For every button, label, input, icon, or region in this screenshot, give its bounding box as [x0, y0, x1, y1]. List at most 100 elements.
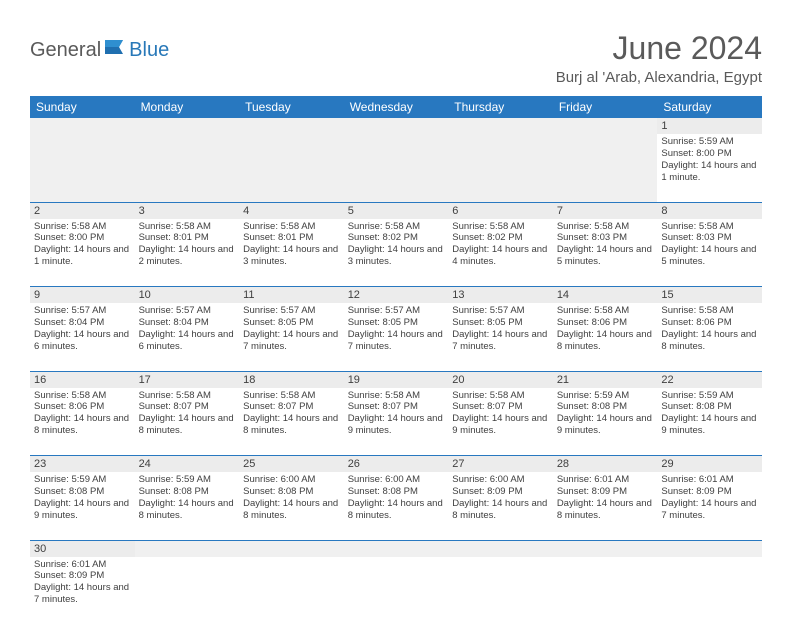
daylight-text: Daylight: 14 hours and 6 minutes. — [34, 329, 131, 353]
calendar-week-row: Sunrise: 5:59 AMSunset: 8:08 PMDaylight:… — [30, 472, 762, 540]
day-number-cell: 1 — [657, 118, 762, 134]
calendar-week-row: Sunrise: 5:58 AMSunset: 8:06 PMDaylight:… — [30, 388, 762, 456]
sunset-text: Sunset: 8:08 PM — [557, 401, 654, 413]
calendar-cell — [239, 134, 344, 202]
sunset-text: Sunset: 8:01 PM — [139, 232, 236, 244]
day-number-cell: 19 — [344, 371, 449, 388]
calendar-cell: Sunrise: 5:57 AMSunset: 8:05 PMDaylight:… — [448, 303, 553, 371]
daylight-text: Daylight: 14 hours and 3 minutes. — [243, 244, 340, 268]
calendar-cell — [135, 557, 240, 625]
daylight-text: Daylight: 14 hours and 1 minute. — [661, 160, 758, 184]
sunrise-text: Sunrise: 5:58 AM — [661, 221, 758, 233]
daylight-text: Daylight: 14 hours and 7 minutes. — [661, 498, 758, 522]
day-number-cell: 16 — [30, 371, 135, 388]
sunrise-text: Sunrise: 5:59 AM — [557, 390, 654, 402]
daylight-text: Daylight: 14 hours and 1 minute. — [34, 244, 131, 268]
daylight-text: Daylight: 14 hours and 7 minutes. — [243, 329, 340, 353]
calendar-week-row: Sunrise: 5:59 AMSunset: 8:00 PMDaylight:… — [30, 134, 762, 202]
day-number-cell: 20 — [448, 371, 553, 388]
daylight-text: Daylight: 14 hours and 8 minutes. — [557, 498, 654, 522]
daylight-text: Daylight: 14 hours and 9 minutes. — [452, 413, 549, 437]
sunset-text: Sunset: 8:09 PM — [661, 486, 758, 498]
sunset-text: Sunset: 8:00 PM — [34, 232, 131, 244]
daylight-text: Daylight: 14 hours and 8 minutes. — [34, 413, 131, 437]
sunset-text: Sunset: 8:07 PM — [348, 401, 445, 413]
sunrise-text: Sunrise: 5:58 AM — [139, 390, 236, 402]
logo-text-general: General — [30, 39, 101, 62]
day-number-cell: 3 — [135, 202, 240, 219]
sunrise-text: Sunrise: 5:59 AM — [661, 390, 758, 402]
calendar-cell: Sunrise: 6:00 AMSunset: 8:08 PMDaylight:… — [344, 472, 449, 540]
calendar-cell — [239, 557, 344, 625]
calendar-cell: Sunrise: 5:59 AMSunset: 8:08 PMDaylight:… — [657, 388, 762, 456]
calendar-cell — [30, 134, 135, 202]
sunrise-text: Sunrise: 5:57 AM — [34, 305, 131, 317]
daylight-text: Daylight: 14 hours and 8 minutes. — [139, 498, 236, 522]
sunrise-text: Sunrise: 5:58 AM — [557, 305, 654, 317]
calendar-cell: Sunrise: 6:01 AMSunset: 8:09 PMDaylight:… — [657, 472, 762, 540]
daylight-text: Daylight: 14 hours and 3 minutes. — [348, 244, 445, 268]
sunrise-text: Sunrise: 6:01 AM — [557, 474, 654, 486]
day-header-cell: Wednesday — [344, 96, 449, 118]
sunset-text: Sunset: 8:08 PM — [139, 486, 236, 498]
day-number-cell — [657, 540, 762, 557]
sunrise-text: Sunrise: 5:58 AM — [661, 305, 758, 317]
day-number-cell: 22 — [657, 371, 762, 388]
day-number-cell — [239, 540, 344, 557]
calendar-cell — [135, 134, 240, 202]
calendar-cell: Sunrise: 6:01 AMSunset: 8:09 PMDaylight:… — [30, 557, 135, 625]
sunset-text: Sunset: 8:08 PM — [243, 486, 340, 498]
day-number-cell: 8 — [657, 202, 762, 219]
day-number-row: 16171819202122 — [30, 371, 762, 388]
sunrise-text: Sunrise: 5:59 AM — [661, 136, 758, 148]
calendar-cell — [344, 134, 449, 202]
day-number-cell — [553, 540, 658, 557]
sunrise-text: Sunrise: 5:58 AM — [243, 390, 340, 402]
sunset-text: Sunset: 8:09 PM — [557, 486, 654, 498]
daylight-text: Daylight: 14 hours and 8 minutes. — [243, 498, 340, 522]
calendar-cell — [448, 134, 553, 202]
day-number-cell: 26 — [344, 456, 449, 473]
sunrise-text: Sunrise: 5:58 AM — [452, 221, 549, 233]
day-number-cell — [553, 118, 658, 134]
daylight-text: Daylight: 14 hours and 8 minutes. — [139, 413, 236, 437]
sunset-text: Sunset: 8:02 PM — [452, 232, 549, 244]
sunrise-text: Sunrise: 5:58 AM — [139, 221, 236, 233]
calendar-cell — [553, 557, 658, 625]
sunrise-text: Sunrise: 5:58 AM — [34, 221, 131, 233]
sunset-text: Sunset: 8:08 PM — [348, 486, 445, 498]
sunrise-text: Sunrise: 5:57 AM — [243, 305, 340, 317]
sunset-text: Sunset: 8:05 PM — [452, 317, 549, 329]
day-number-cell — [239, 118, 344, 134]
calendar-cell: Sunrise: 5:57 AMSunset: 8:05 PMDaylight:… — [344, 303, 449, 371]
sunrise-text: Sunrise: 5:57 AM — [139, 305, 236, 317]
calendar-week-row: Sunrise: 6:01 AMSunset: 8:09 PMDaylight:… — [30, 557, 762, 625]
day-number-row: 1 — [30, 118, 762, 134]
calendar-cell — [344, 557, 449, 625]
sunset-text: Sunset: 8:05 PM — [348, 317, 445, 329]
day-number-cell: 18 — [239, 371, 344, 388]
title-block: June 2024 Burj al 'Arab, Alexandria, Egy… — [556, 30, 762, 86]
day-number-cell: 24 — [135, 456, 240, 473]
daylight-text: Daylight: 14 hours and 8 minutes. — [661, 329, 758, 353]
daylight-text: Daylight: 14 hours and 9 minutes. — [348, 413, 445, 437]
day-number-cell: 17 — [135, 371, 240, 388]
calendar-cell: Sunrise: 5:58 AMSunset: 8:03 PMDaylight:… — [553, 219, 658, 287]
sunset-text: Sunset: 8:07 PM — [452, 401, 549, 413]
day-header-row: Sunday Monday Tuesday Wednesday Thursday… — [30, 96, 762, 118]
calendar-cell: Sunrise: 5:59 AMSunset: 8:08 PMDaylight:… — [30, 472, 135, 540]
sunrise-text: Sunrise: 5:58 AM — [348, 390, 445, 402]
calendar-week-row: Sunrise: 5:58 AMSunset: 8:00 PMDaylight:… — [30, 219, 762, 287]
sunrise-text: Sunrise: 5:58 AM — [557, 221, 654, 233]
day-number-cell: 27 — [448, 456, 553, 473]
calendar-cell: Sunrise: 5:58 AMSunset: 8:06 PMDaylight:… — [657, 303, 762, 371]
day-number-cell: 15 — [657, 287, 762, 304]
day-number-cell: 6 — [448, 202, 553, 219]
day-number-cell: 2 — [30, 202, 135, 219]
header: General Blue June 2024 Burj al 'Arab, Al… — [30, 30, 762, 86]
calendar-cell: Sunrise: 6:00 AMSunset: 8:09 PMDaylight:… — [448, 472, 553, 540]
day-header-cell: Sunday — [30, 96, 135, 118]
sunrise-text: Sunrise: 5:57 AM — [348, 305, 445, 317]
daylight-text: Daylight: 14 hours and 7 minutes. — [452, 329, 549, 353]
day-number-cell — [448, 540, 553, 557]
